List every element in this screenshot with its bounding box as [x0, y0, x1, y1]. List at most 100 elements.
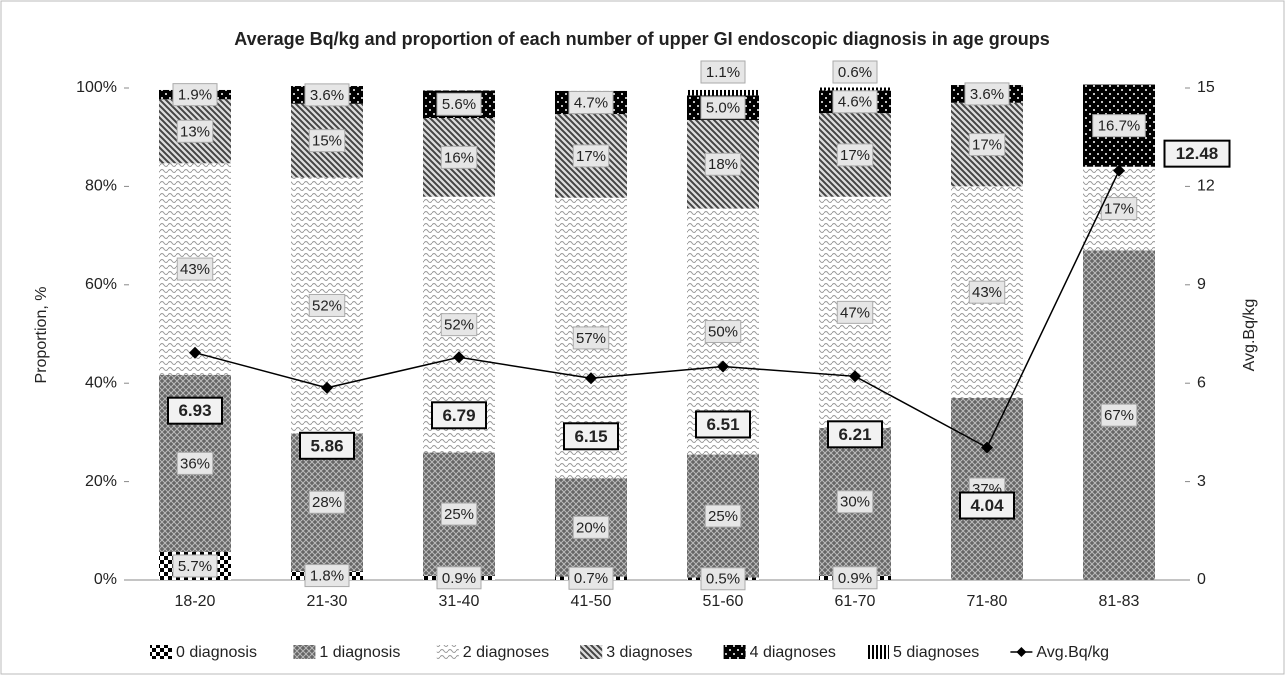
x-tick-label: 71-80 [967, 593, 1008, 610]
line-label: 6.21 [838, 425, 871, 444]
legend-label: 4 diagnoses [750, 644, 836, 661]
value-label-box [308, 293, 346, 317]
line-point [189, 346, 201, 359]
value-label: 0.9% [442, 570, 476, 587]
value-label: 0.5% [706, 571, 740, 588]
value-label: 3.6% [310, 87, 344, 104]
value-label: 18% [708, 156, 738, 173]
value-label-box [568, 91, 614, 115]
value-label: 5.7% [178, 558, 212, 575]
y-tick-label: 40% [85, 374, 117, 391]
value-label-box [304, 83, 350, 107]
value-label: 67% [1104, 407, 1134, 424]
legend-swatch [723, 645, 746, 659]
value-label-box [176, 257, 214, 281]
line-point [981, 441, 993, 454]
value-label: 47% [840, 304, 870, 321]
legend-label: Avg.Bq/kg [1036, 644, 1109, 661]
legend-item: 4 diagnoses [723, 644, 836, 661]
value-label-box [308, 129, 346, 153]
value-label: 57% [576, 330, 606, 347]
legend-swatch [436, 645, 459, 659]
value-label-box [572, 326, 610, 350]
x-tick-label: 81-83 [1099, 593, 1140, 610]
legend-item: 3 diagnoses [580, 644, 692, 661]
value-label-box [964, 82, 1010, 106]
value-label-box [440, 145, 478, 169]
line [194, 170, 1120, 449]
legend-item: 0 diagnosis [150, 644, 257, 661]
legend-label: 0 diagnosis [176, 644, 257, 661]
y2-axis-label: Avg.Bq/kg [1241, 299, 1258, 372]
value-label-box [572, 144, 610, 168]
value-label: 25% [708, 508, 738, 525]
value-label: 28% [312, 494, 342, 511]
value-label-box [440, 313, 478, 337]
legend-item: 2 diagnoses [436, 644, 549, 661]
legend-swatch [580, 645, 603, 659]
y-tick-label: 0% [94, 571, 117, 588]
value-label-box [704, 504, 742, 528]
value-label-box [704, 320, 742, 344]
y-tick-label: 20% [85, 473, 117, 490]
value-label: 4.7% [574, 94, 608, 111]
x-tick-label: 61-70 [835, 593, 876, 610]
value-label: 0.7% [574, 570, 608, 587]
value-label: 52% [444, 317, 474, 334]
legend-item: Avg.Bq/kg [1010, 644, 1109, 661]
bar-segment [819, 87, 891, 91]
value-label-box [172, 554, 218, 578]
legend-item: 5 diagnoses [867, 644, 979, 661]
value-label: 43% [180, 261, 210, 278]
line-label-box [827, 420, 883, 449]
legend-label: 2 diagnoses [463, 644, 549, 661]
value-label: 17% [840, 147, 870, 164]
value-label-box [436, 92, 482, 116]
value-label: 13% [180, 123, 210, 140]
value-label-box [968, 133, 1006, 157]
y2-tick-label: 0 [1197, 571, 1206, 588]
y-axis-label: Proportion, % [33, 287, 50, 384]
value-label: 50% [708, 324, 738, 341]
value-label: 1.9% [178, 87, 212, 104]
value-label: 17% [972, 137, 1002, 154]
value-label: 5.0% [706, 100, 740, 117]
line-label: 4.04 [970, 496, 1004, 515]
x-tick-label: 41-50 [571, 593, 612, 610]
line-label-box [299, 431, 355, 460]
legend-label: 1 diagnosis [319, 644, 400, 661]
value-label: 25% [444, 506, 474, 523]
legend-label: 5 diagnoses [893, 644, 979, 661]
value-label: 36% [180, 455, 210, 472]
value-label-box [836, 300, 874, 324]
value-label: 0.6% [838, 64, 872, 81]
line-label-box [431, 401, 487, 430]
line-label-box [563, 422, 619, 451]
value-label-box [1092, 114, 1146, 138]
value-label-box [832, 60, 878, 84]
line-label-box [167, 396, 223, 425]
line-label: 6.51 [706, 415, 739, 434]
value-label: 1.8% [310, 568, 344, 585]
x-tick-label: 18-20 [175, 593, 216, 610]
line-point [1113, 164, 1125, 177]
line-point [453, 351, 465, 364]
line-label-box [959, 491, 1015, 520]
value-label: 30% [840, 494, 870, 511]
value-label-box [700, 60, 746, 84]
legend-marker [1016, 647, 1027, 657]
value-label: 17% [576, 148, 606, 165]
value-label-box [568, 566, 614, 590]
y-tick-label: 60% [85, 276, 117, 293]
line-point [321, 381, 333, 394]
legend-item: 1 diagnosis [293, 644, 400, 661]
value-label-box [436, 566, 482, 590]
legend-swatch [867, 645, 889, 659]
legend-label: 3 diagnoses [606, 644, 692, 661]
line-label: 5.86 [310, 436, 343, 455]
value-label-box [572, 515, 610, 539]
line-label: 6.15 [574, 427, 607, 446]
value-label-box [176, 451, 214, 475]
line-point [585, 372, 597, 385]
y2-tick-label: 15 [1197, 79, 1215, 96]
